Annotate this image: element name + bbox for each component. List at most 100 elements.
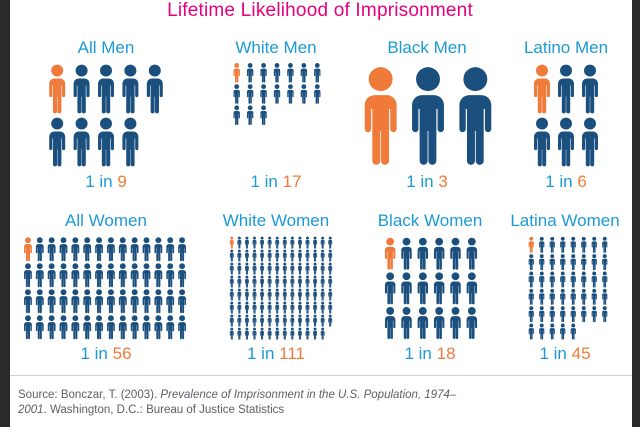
right-frame-bar — [632, 0, 640, 427]
person-icon — [570, 288, 576, 305]
person-icon — [130, 289, 139, 314]
person-icon — [401, 272, 412, 305]
pictogram-all-men — [49, 64, 163, 167]
person-icon — [549, 323, 555, 340]
person-icon — [154, 237, 163, 262]
person-icon — [282, 288, 287, 301]
person-icon — [305, 301, 310, 314]
person-icon — [237, 236, 242, 249]
person-icon — [178, 237, 186, 262]
person-icon — [328, 275, 333, 288]
pictogram-all-women — [24, 237, 186, 340]
person-icon — [591, 254, 597, 271]
person-icon — [320, 327, 325, 340]
person-icon — [287, 84, 294, 104]
person-icon — [582, 64, 598, 114]
person-icon — [560, 288, 566, 305]
person-icon — [237, 249, 242, 262]
person-icon — [282, 249, 287, 262]
person-icon — [602, 288, 608, 305]
ratio-prefix: 1 in — [250, 172, 283, 191]
person-icon — [154, 315, 163, 340]
source-lead: Source: Bonczar, T. (2003). — [18, 389, 161, 401]
person-icon — [24, 263, 32, 288]
person-icon — [320, 275, 325, 288]
person-icon — [300, 84, 308, 104]
person-icon — [528, 288, 534, 305]
person-icon — [539, 306, 545, 323]
category-title-latina-women: Latina Women — [510, 211, 620, 230]
person-icon — [549, 306, 555, 323]
person-icon — [539, 254, 545, 271]
highlighted-person-icon — [528, 236, 534, 253]
category-title-all-men: All Men — [77, 38, 135, 57]
person-icon — [154, 263, 163, 288]
person-icon — [71, 315, 80, 340]
ratio-value: 45 — [571, 344, 591, 363]
person-icon — [450, 272, 461, 305]
person-icon — [459, 67, 492, 165]
person-icon — [47, 315, 56, 340]
person-icon — [47, 263, 56, 288]
person-icon — [260, 236, 265, 249]
person-icon — [528, 323, 534, 340]
person-icon — [98, 64, 114, 114]
ratio-label-latino-men: 1 in 6 — [486, 172, 640, 192]
person-icon — [237, 314, 242, 327]
person-icon — [118, 289, 127, 314]
person-icon — [130, 263, 139, 288]
person-icon — [297, 288, 302, 301]
person-icon — [275, 249, 280, 262]
person-icon — [260, 314, 265, 327]
person-icon — [260, 327, 265, 340]
person-icon — [539, 288, 545, 305]
person-icon — [570, 323, 576, 340]
person-icon — [314, 63, 321, 83]
person-icon — [229, 288, 234, 301]
person-icon — [267, 314, 272, 327]
ratio-prefix: 1 in — [404, 344, 437, 363]
person-icon — [244, 327, 249, 340]
pictogram-black-women — [384, 237, 478, 339]
person-icon — [466, 307, 478, 339]
person-icon — [244, 288, 249, 301]
person-icon — [560, 271, 566, 288]
ratio-value: 56 — [112, 344, 132, 363]
person-icon — [581, 254, 587, 271]
person-icon — [320, 249, 325, 262]
person-icon — [558, 64, 574, 114]
person-icon — [122, 117, 139, 167]
person-icon — [313, 249, 318, 262]
person-icon — [290, 327, 295, 340]
person-icon — [95, 237, 103, 262]
person-icon — [83, 315, 92, 340]
person-icon — [71, 289, 80, 314]
person-icon — [466, 237, 478, 270]
person-icon — [273, 84, 281, 104]
person-icon — [246, 84, 254, 104]
person-icon — [384, 272, 396, 305]
person-icon — [305, 288, 310, 301]
person-icon — [49, 117, 66, 167]
person-icon — [591, 236, 597, 253]
person-icon — [178, 263, 186, 288]
person-icon — [252, 301, 257, 314]
category-title-black-women: Black Women — [377, 211, 483, 230]
highlighted-person-icon — [24, 237, 32, 262]
ratio-prefix: 1 in — [545, 172, 578, 191]
person-icon — [591, 288, 597, 305]
person-icon — [290, 236, 295, 249]
person-icon — [528, 306, 534, 323]
person-icon — [244, 314, 249, 327]
person-icon — [328, 236, 333, 249]
person-icon — [549, 288, 555, 305]
ratio-prefix: 1 in — [85, 172, 118, 191]
person-icon — [229, 249, 234, 262]
person-icon — [122, 64, 139, 114]
person-icon — [267, 275, 272, 288]
person-icon — [433, 307, 445, 339]
person-icon — [229, 301, 234, 314]
person-icon — [570, 271, 576, 288]
person-icon — [297, 327, 302, 340]
